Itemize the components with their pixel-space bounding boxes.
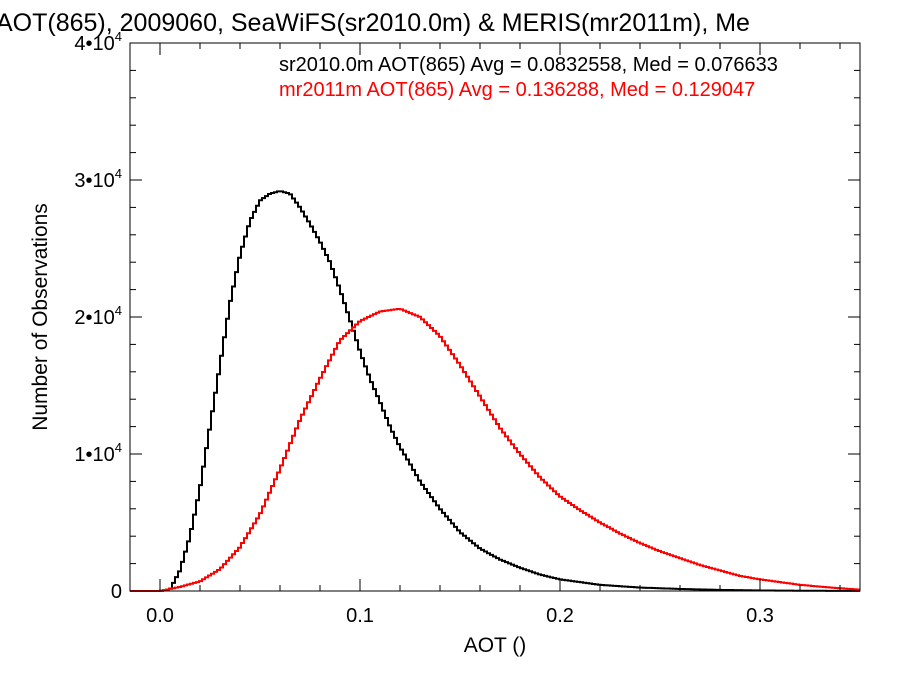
y-tick-label: 0 [111, 581, 122, 603]
y-axis-label: Number of Observations [29, 203, 52, 431]
plot-area [130, 190, 860, 592]
y-tick-label: 1•104 [74, 440, 122, 466]
y-tick-label: 4•104 [74, 29, 122, 55]
legend-entry-1: sr2010.0m AOT(865) Avg = 0.0832558, Med … [279, 54, 778, 76]
plot-frame [129, 42, 861, 592]
y-tick-label: 2•104 [74, 303, 122, 329]
x-tick-label: 0.0 [146, 605, 174, 627]
chart-title: AOT(865), 2009060, SeaWiFS(sr2010.0m) & … [0, 9, 750, 37]
y-tick-label: 3•104 [74, 166, 122, 192]
x-tick-label: 0.2 [546, 605, 574, 627]
legend: sr2010.0m AOT(865) Avg = 0.0832558, Med … [279, 54, 778, 101]
legend-entry-2: mr2011m AOT(865) Avg = 0.136288, Med = 0… [279, 79, 755, 101]
x-tick-label: 0.1 [346, 605, 374, 627]
series-line-2 [130, 307, 860, 592]
x-tick-label: 0.3 [746, 605, 774, 627]
x-axis-label: AOT () [464, 634, 527, 657]
series-line-1 [130, 190, 860, 592]
axis-ticks: 0.0 0.1 0.2 0.3 0 1•104 2•104 3•104 4•104 [74, 29, 860, 627]
